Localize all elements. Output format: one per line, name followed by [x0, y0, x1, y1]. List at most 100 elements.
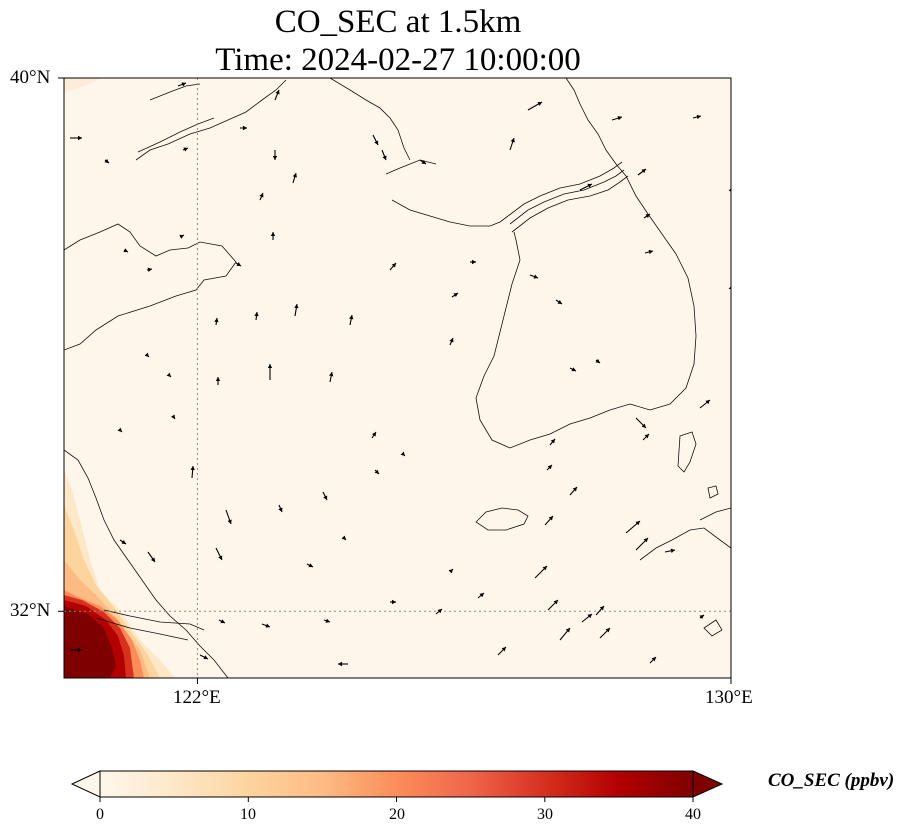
wind-arrow-head [190, 466, 195, 471]
wind-arrow-head [548, 516, 553, 521]
wind-arrow-head [643, 538, 648, 543]
wind-arrow-head [641, 169, 646, 174]
colorbar-label: CO_SEC (ppbv) [768, 770, 895, 791]
wind-arrow-head [641, 423, 646, 428]
wind-arrow-head [651, 657, 656, 662]
wind-arrow-head [371, 432, 376, 437]
wind-arrow-head [696, 114, 701, 120]
wind-arrow-head [501, 647, 506, 652]
wind-arrow-head [449, 338, 454, 343]
wind-arrow-head [181, 82, 186, 87]
wind-arrow-head [437, 609, 442, 614]
wind-arrow-head [392, 599, 396, 605]
wind-arrow-head [294, 304, 299, 309]
wind-arrow-head [617, 116, 622, 121]
colorbar-tick-10: 10 [240, 806, 256, 823]
wind-arrow-head [572, 487, 577, 492]
wind-arrow-head [533, 274, 538, 279]
wind-arrow-head [329, 372, 334, 377]
wind-arrow-head [587, 614, 592, 619]
wind-arrow-head [728, 188, 731, 192]
wind-arrow-head [341, 535, 346, 540]
wind-arrow-head [587, 183, 592, 188]
colorbar-tick-20: 20 [389, 806, 405, 823]
map-title: CO_SEC at 1.5km [274, 4, 522, 40]
wind-arrow-head [272, 156, 278, 160]
wind-arrow-head [220, 619, 225, 624]
concentration-field [64, 78, 731, 678]
high-co-region [64, 78, 175, 678]
wind-arrow-head [203, 655, 208, 660]
wind-arrow-head [565, 628, 570, 633]
wind-arrow-head [648, 249, 653, 255]
wind-vectors [70, 82, 731, 667]
wind-arrow-head [453, 293, 458, 298]
wind-arrow-head [705, 400, 710, 405]
wind-arrow-head [179, 234, 184, 239]
wind-arrow-head [644, 434, 649, 439]
wind-arrow-head [323, 495, 328, 500]
wind-arrow-head [550, 439, 555, 444]
colorbar [70, 770, 724, 802]
wind-arrow-head [557, 299, 562, 304]
wind-arrow-head [421, 159, 426, 164]
wind-arrow-head [479, 593, 484, 598]
wind-arrow-head [267, 364, 273, 368]
wind-arrow-head [308, 563, 313, 568]
wind-arrow-head [635, 521, 640, 526]
lon-tick-label-122: 122°E [173, 687, 221, 708]
wind-arrow-head [699, 615, 704, 620]
wind-arrow-head [236, 262, 241, 266]
wind-arrow-head [374, 469, 379, 474]
colorbar-tick-40: 40 [685, 806, 701, 823]
wind-arrow-head [214, 318, 219, 323]
gridlines [64, 78, 731, 678]
wind-arrow-head [448, 569, 453, 574]
wind-arrow-head [150, 557, 155, 562]
colorbar-tick-30: 30 [537, 806, 553, 823]
wind-arrow-head [183, 147, 188, 152]
wind-arrow-head [243, 125, 247, 131]
wind-arrow-head [78, 135, 82, 141]
wind-arrow-head [472, 259, 476, 265]
wind-arrow-head [227, 519, 232, 524]
wind-arrow-head [270, 232, 276, 236]
wind-arrow-head [595, 358, 600, 363]
wind-arrow-head [166, 372, 171, 377]
wind-arrow-head [645, 214, 650, 219]
wind-arrow-head [275, 90, 280, 95]
wind-arrow-head [259, 193, 264, 198]
wind-arrow-head [349, 315, 354, 320]
wind-arrow-head [382, 155, 387, 160]
lon-tick-label-130: 130°E [705, 687, 753, 708]
wind-arrow-head [215, 377, 221, 381]
wind-arrow-head [121, 539, 126, 544]
wind-arrow-head [265, 623, 270, 628]
map-frame [63, 77, 732, 679]
axis-ticks [58, 77, 732, 684]
wind-arrow-head [670, 548, 675, 553]
colorbar-tick-0: 0 [96, 806, 104, 823]
wind-arrow-head [292, 173, 297, 178]
wind-arrow-head [391, 263, 396, 268]
map-subtitle-time: Time: 2024-02-27 10:00:00 [215, 42, 581, 78]
wind-arrow-head [542, 566, 547, 571]
wind-arrow-head [325, 618, 330, 623]
wind-arrow-head [254, 312, 259, 317]
wind-arrow-head [605, 628, 610, 633]
wind-arrow-head [278, 507, 283, 512]
wind-arrow-head [510, 138, 515, 143]
wind-arrow-head [338, 661, 342, 667]
wind-arrow-head [547, 465, 552, 470]
wind-arrow-head [170, 414, 175, 419]
wind-arrow-head [599, 606, 604, 611]
wind-arrow-head [571, 367, 576, 372]
wind-arrow-head [117, 427, 122, 432]
wind-arrow-head [144, 352, 149, 357]
wind-arrow-head [218, 555, 223, 560]
wind-arrow-head [78, 647, 82, 653]
wind-arrow-head [553, 600, 558, 605]
wind-arrow-head [123, 248, 128, 253]
lat-tick-label-40: 40°N [10, 67, 51, 88]
